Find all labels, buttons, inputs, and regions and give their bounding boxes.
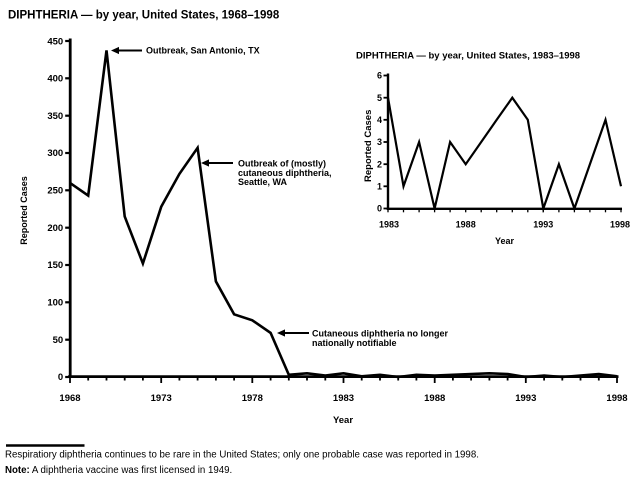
- svg-text:0: 0: [58, 372, 63, 383]
- svg-text:3: 3: [377, 137, 382, 147]
- svg-text:2: 2: [377, 159, 382, 169]
- svg-text:1978: 1978: [242, 393, 263, 404]
- svg-text:350: 350: [47, 111, 63, 122]
- svg-text:DIPHTHERIA — by year, United S: DIPHTHERIA — by year, United States, 196…: [8, 10, 280, 22]
- svg-text:1998: 1998: [610, 220, 630, 230]
- svg-text:1973: 1973: [151, 393, 172, 404]
- svg-text:1993: 1993: [533, 220, 553, 230]
- svg-text:100: 100: [47, 298, 63, 309]
- svg-text:250: 250: [47, 186, 63, 197]
- svg-text:Seattle, WA: Seattle, WA: [238, 177, 288, 187]
- svg-text:1983: 1983: [333, 393, 354, 404]
- svg-text:150: 150: [47, 260, 63, 271]
- svg-text:1968: 1968: [59, 393, 80, 404]
- svg-text:Reported Cases: Reported Cases: [19, 176, 29, 245]
- svg-text:Year: Year: [495, 236, 515, 246]
- svg-text:4: 4: [377, 115, 382, 125]
- svg-text:450: 450: [47, 36, 63, 47]
- svg-text:Cutaneous diphtheria no longer: Cutaneous diphtheria no longer: [312, 329, 448, 339]
- svg-text:Year: Year: [333, 415, 353, 426]
- svg-text:400: 400: [47, 74, 63, 85]
- svg-text:cutaneous diphtheria,: cutaneous diphtheria,: [238, 168, 332, 178]
- svg-text:Reported Cases: Reported Cases: [363, 110, 374, 182]
- svg-text:0: 0: [377, 204, 382, 214]
- svg-text:Note: A diphtheria vaccine was: Note: A diphtheria vaccine was first lic…: [5, 465, 232, 476]
- svg-text:Outbreak of (mostly): Outbreak of (mostly): [238, 159, 326, 169]
- svg-text:1988: 1988: [456, 220, 476, 230]
- svg-text:1993: 1993: [515, 393, 536, 404]
- svg-text:Respiratiory diphtheria contin: Respiratiory diphtheria continues to be …: [5, 450, 479, 461]
- svg-text:Outbreak, San Antonio, TX: Outbreak, San Antonio, TX: [146, 46, 260, 56]
- svg-text:6: 6: [377, 71, 382, 81]
- svg-text:nationally notifiable: nationally notifiable: [312, 338, 397, 348]
- svg-text:1: 1: [377, 182, 382, 192]
- svg-text:200: 200: [47, 223, 63, 234]
- svg-text:1983: 1983: [379, 220, 399, 230]
- svg-text:1988: 1988: [424, 393, 445, 404]
- svg-text:50: 50: [53, 335, 64, 346]
- svg-text:1998: 1998: [606, 393, 627, 404]
- svg-text:DIPHTHERIA — by year, United S: DIPHTHERIA — by year, United States, 198…: [356, 51, 580, 62]
- svg-text:300: 300: [47, 148, 63, 159]
- svg-text:5: 5: [377, 93, 382, 103]
